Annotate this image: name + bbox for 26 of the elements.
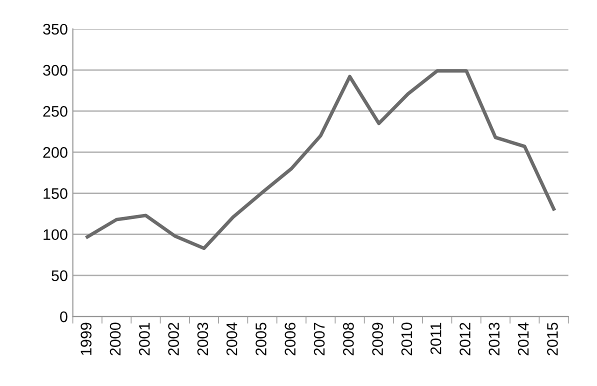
- x-tick-label: 2000: [110, 322, 121, 356]
- y-tick-label: 250: [43, 106, 68, 117]
- y-tick-label: 50: [52, 270, 68, 282]
- x-tick-label: 2002: [168, 322, 179, 356]
- x-tick-label: 2005: [256, 322, 266, 356]
- x-tick-label: 2006: [284, 322, 296, 356]
- x-tick-label: 2001: [138, 322, 150, 356]
- x-tick-label: 1999: [80, 322, 92, 355]
- x-tick-label: 2008: [343, 322, 354, 356]
- y-tick-label: 200: [43, 147, 68, 158]
- line-series: [86, 69, 556, 250]
- x-tick-label: 2014: [518, 322, 529, 356]
- x-tick-label: 2011: [430, 322, 442, 354]
- y-tick-label: 100: [44, 229, 68, 240]
- x-tick-label: 2004: [226, 322, 238, 356]
- x-tick-label: 2003: [197, 322, 208, 356]
- y-tick-label: 300: [43, 64, 68, 76]
- y-tick-label: 0: [60, 311, 68, 322]
- x-tick-label: 2012: [460, 322, 470, 356]
- x-tick-label: 2013: [488, 322, 500, 356]
- x-tick-label: 2007: [314, 322, 325, 356]
- y-tick-label: 150: [44, 188, 68, 199]
- x-tick-label: 2015: [547, 322, 558, 356]
- x-tick-label: 2010: [401, 322, 412, 356]
- y-tick-label: 350: [43, 24, 68, 35]
- x-tick-label: 2009: [372, 322, 383, 356]
